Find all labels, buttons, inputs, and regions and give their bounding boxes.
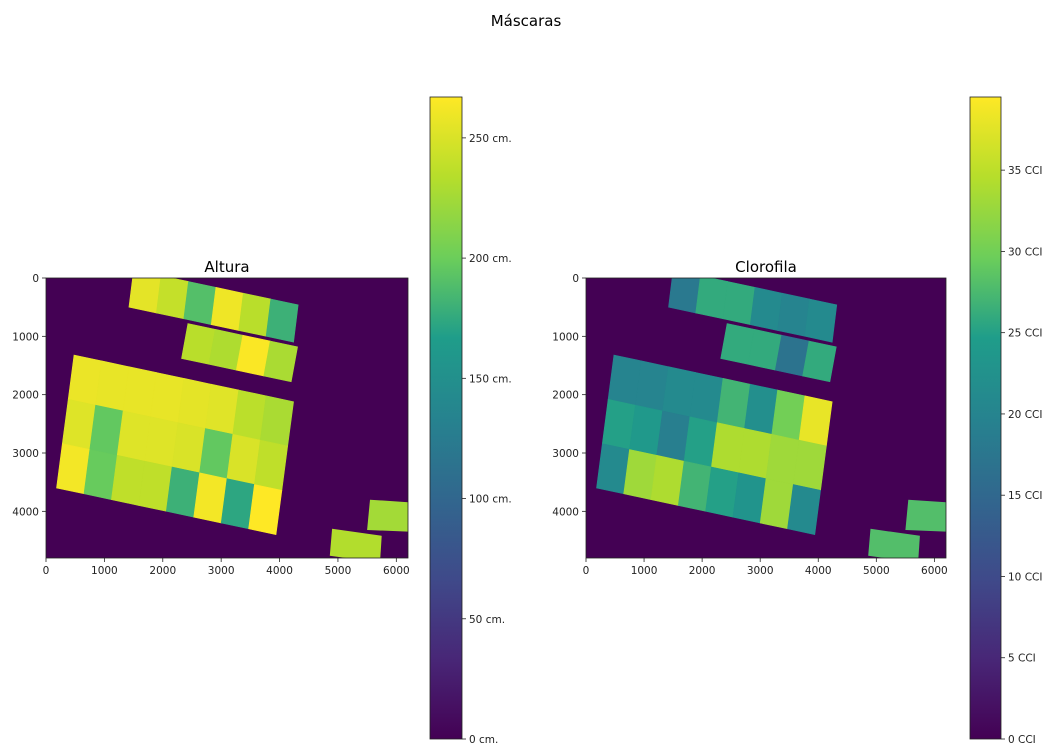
colorbar-tick-label: 250 cm.	[469, 133, 512, 145]
x-tick-label: 5000	[863, 565, 890, 577]
top-block-cell	[749, 286, 783, 331]
colorbar-tick-label: 0 cm.	[469, 734, 498, 746]
colorbar-tick-label: 25 CCI	[1008, 328, 1042, 340]
main-block-cell	[798, 395, 833, 447]
colorbar-tick-label: 100 cm.	[469, 494, 512, 506]
colorbar-tick-label: 35 CCI	[1008, 165, 1042, 177]
y-tick-label: 4000	[552, 506, 579, 518]
y-tick-label: 1000	[552, 331, 579, 343]
side-plot-cell	[905, 499, 946, 532]
top-block-cell	[802, 340, 837, 383]
top-block-cell	[265, 298, 299, 343]
top-block-cell	[128, 278, 162, 314]
top-block-cell	[777, 292, 810, 337]
y-tick-label: 4000	[12, 506, 39, 518]
colorbar-tick-label: 200 cm.	[469, 253, 512, 265]
x-tick-label: 6000	[921, 565, 948, 577]
top-block-cell	[183, 281, 217, 326]
x-tick-label: 2000	[689, 565, 716, 577]
y-tick-label: 1000	[12, 331, 39, 343]
y-tick-label: 0	[572, 273, 579, 285]
top-block-cell	[238, 292, 272, 337]
side-plot-cell	[329, 528, 382, 558]
main-block-cell	[248, 484, 283, 536]
main-block-cell	[254, 439, 289, 491]
main-block-cell	[259, 395, 294, 447]
y-tick-label: 2000	[552, 390, 579, 402]
x-tick-label: 5000	[325, 565, 352, 577]
colorbar	[429, 96, 463, 740]
top-block-cell	[695, 278, 729, 320]
axes-frame	[585, 277, 947, 559]
x-tick-label: 3000	[208, 565, 235, 577]
colorbar	[969, 96, 1002, 740]
colorbar-tick-label: 150 cm.	[469, 373, 512, 385]
y-tick-label: 3000	[12, 448, 39, 460]
main-block-cell	[787, 484, 821, 536]
colorbar-tick-label: 20 CCI	[1008, 409, 1042, 421]
top-block-cell	[156, 278, 189, 320]
colorbar-tick-label: 0 CCI	[1008, 734, 1036, 746]
top-block-cell	[263, 340, 298, 383]
x-tick-label: 4000	[266, 565, 293, 577]
x-tick-label: 1000	[91, 565, 118, 577]
x-tick-label: 0	[583, 565, 590, 577]
side-plot-cell	[868, 528, 920, 558]
main-block-cell	[792, 439, 827, 491]
top-block-cell	[804, 298, 838, 343]
top-block-cell	[210, 286, 244, 331]
colorbar-tick-label: 50 cm.	[469, 614, 505, 626]
side-plot-cell	[367, 499, 408, 532]
x-tick-label: 2000	[149, 565, 176, 577]
colorbar-tick-label: 5 CCI	[1008, 653, 1036, 665]
x-tick-label: 4000	[805, 565, 832, 577]
x-tick-label: 6000	[383, 565, 410, 577]
top-block-cell	[722, 281, 756, 326]
x-tick-label: 0	[43, 565, 50, 577]
panel-title: Altura	[204, 258, 249, 276]
altura-panel: Altura 0 1000 2000 3000 4000 5000 6000 0 1000 2000…	[12, 96, 512, 746]
clorofila-panel: Clorofila 0 1000 2000 3000 4000 5000 6000 0 1000 2…	[552, 96, 1042, 746]
colorbar-tick-label: 30 CCI	[1008, 246, 1042, 258]
axes-frame	[45, 277, 409, 559]
heatmap-cells	[56, 278, 408, 558]
y-tick-label: 0	[32, 273, 39, 285]
y-tick-label: 2000	[12, 390, 39, 402]
y-tick-label: 3000	[552, 448, 579, 460]
heatmap-cells	[596, 278, 946, 558]
colorbar-tick-label: 10 CCI	[1008, 571, 1042, 583]
figure-title: Máscaras	[491, 12, 562, 30]
x-tick-label: 1000	[631, 565, 658, 577]
panel-title: Clorofila	[735, 258, 797, 276]
colorbar-tick-label: 15 CCI	[1008, 490, 1042, 502]
top-block-cell	[668, 278, 701, 314]
x-tick-label: 3000	[747, 565, 774, 577]
